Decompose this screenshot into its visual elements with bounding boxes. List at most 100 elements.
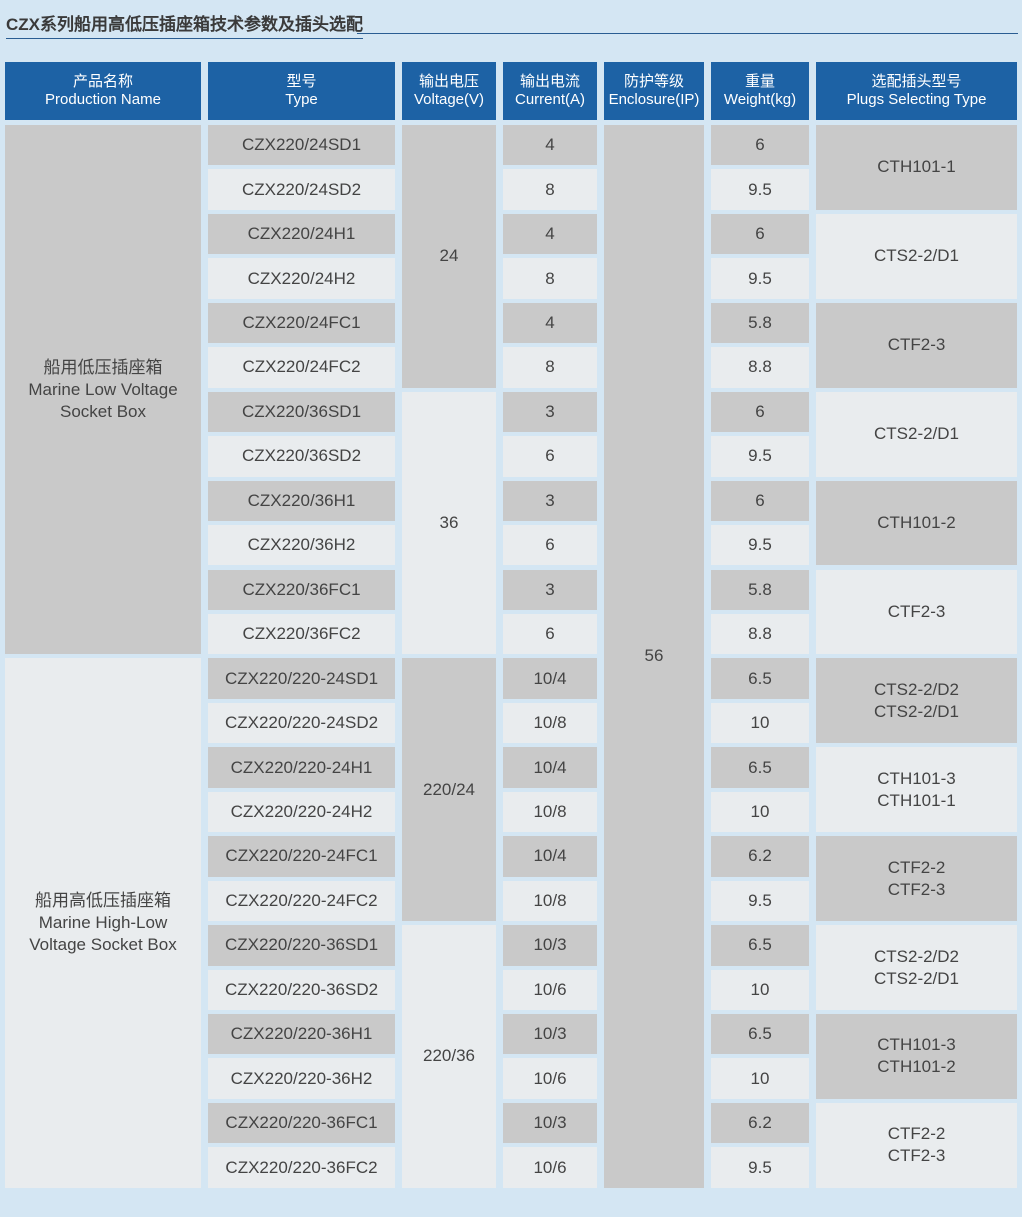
cell-text: 10/8 (533, 713, 567, 733)
current-cell: 10/3 (503, 1014, 597, 1055)
cell-text: CZX220/220-24SD2 (224, 713, 379, 733)
cell-text: 10/6 (533, 979, 567, 999)
current-cell: 10/8 (503, 880, 597, 922)
weight-cell: 6.5 (711, 1014, 809, 1055)
plugs-cell: CTF2-3 (816, 302, 1017, 388)
cell-text: CTF2-2 (887, 1124, 946, 1144)
cell-text: Voltage Socket Box (29, 935, 177, 955)
cell-text: 8 (545, 268, 555, 288)
cell-text: Marine Low Voltage (28, 379, 178, 399)
type-cell: CZX220/24FC2 (208, 347, 395, 388)
cell-text: CTS2-2/D1 (873, 701, 960, 721)
type-cell: CZX220/36FC1 (208, 569, 395, 610)
current-cell: 6 (503, 436, 597, 477)
cell-text: CTH101-1 (877, 790, 956, 810)
cell-text: 6 (755, 401, 765, 421)
cell-text: CZX220/36FC1 (242, 579, 361, 599)
type-cell: CZX220/220-36FC1 (208, 1102, 395, 1144)
cell-text: 6.5 (748, 757, 772, 777)
cell-text: CZX220/220-36FC2 (225, 1157, 378, 1177)
header-type: 型号 Type (208, 62, 395, 120)
title-divider (357, 33, 1018, 34)
cell-text: CTH101-3 (877, 768, 956, 788)
header-zh: 产品名称 (72, 73, 133, 90)
cell-text: 10/3 (533, 1113, 567, 1133)
plugs-cell: CTS2-2/D1 (816, 213, 1017, 299)
cell-text: CZX220/220-36SD2 (224, 979, 379, 999)
cell-text: CZX220/220-24H1 (230, 757, 373, 777)
cell-text: CTF2-3 (887, 335, 946, 355)
cell-text: CZX220/220-24H2 (230, 801, 373, 821)
current-cell: 10/8 (503, 791, 597, 833)
voltage-cell: 36 (402, 391, 496, 655)
weight-cell: 6 (711, 125, 809, 166)
current-cell: 4 (503, 302, 597, 344)
weight-cell: 6.5 (711, 925, 809, 966)
plugs-cell: CTF2-2 CTF2-3 (816, 1102, 1017, 1188)
type-cell: CZX220/220-24H2 (208, 791, 395, 833)
cell-text: CZX220/24FC2 (242, 357, 361, 377)
cell-text: 5.8 (748, 579, 772, 599)
current-cell: 10/3 (503, 1102, 597, 1144)
cell-text: CZX220/220-24FC1 (225, 846, 378, 866)
cell-text: 10 (750, 801, 770, 821)
type-cell: CZX220/24SD2 (208, 169, 395, 210)
weight-cell: 6 (711, 480, 809, 522)
cell-text: 5.8 (748, 313, 772, 333)
header-en: Type (285, 91, 318, 108)
header-en: Current(A) (514, 91, 585, 108)
cell-text: 船用高低压插座箱 (35, 891, 171, 911)
cell-text: 10/4 (533, 668, 567, 688)
header-current: 输出电流 Current(A) (503, 62, 597, 120)
cell-text: CTH101-2 (877, 1057, 956, 1077)
cell-text: CTH101-3 (877, 1035, 956, 1055)
header-zh: 型号 (286, 73, 317, 90)
cell-text: 9.5 (748, 179, 772, 199)
cell-text: 8.8 (748, 624, 772, 644)
cell-text: 10/6 (533, 1068, 567, 1088)
weight-cell: 6 (711, 213, 809, 255)
cell-text: 6 (545, 535, 555, 555)
plugs-cell: CTF2-2 CTF2-3 (816, 836, 1017, 922)
cell-text: CZX220/24FC1 (242, 313, 361, 333)
cell-text: 9.5 (748, 268, 772, 288)
current-cell: 10/6 (503, 1058, 597, 1099)
current-cell: 10/4 (503, 747, 597, 788)
weight-cell: 10 (711, 969, 809, 1010)
weight-cell: 9.5 (711, 1147, 809, 1188)
cell-text: CTF2-3 (887, 601, 946, 621)
plugs-cell: CTH101-3 CTH101-2 (816, 1014, 1017, 1099)
cell-text: CZX220/220-36H2 (230, 1068, 373, 1088)
cell-text: CTF2-3 (887, 879, 946, 899)
header-plugs: 选配插头型号 Plugs Selecting Type (816, 62, 1017, 120)
cell-text: 10/4 (533, 846, 567, 866)
cell-text: 10/3 (533, 935, 567, 955)
cell-text: 3 (545, 490, 555, 510)
weight-cell: 10 (711, 702, 809, 744)
plugs-cell: CTH101-2 (816, 480, 1017, 566)
type-cell: CZX220/24H2 (208, 258, 395, 299)
type-cell: CZX220/220-36SD2 (208, 969, 395, 1010)
voltage-cell: 220/36 (402, 925, 496, 1188)
header-enclosure: 防护等级 Enclosure(IP) (604, 62, 704, 120)
type-cell: CZX220/220-36FC2 (208, 1147, 395, 1188)
type-cell: CZX220/36SD1 (208, 391, 395, 433)
cell-text: 10/4 (533, 757, 567, 777)
weight-cell: 10 (711, 791, 809, 833)
cell-text: 8 (545, 179, 555, 199)
cell-text: CTF2-3 (887, 1146, 946, 1166)
current-cell: 8 (503, 169, 597, 210)
voltage-cell: 220/24 (402, 658, 496, 922)
product-name-cell: 船用高低压插座箱 Marine High-Low Voltage Socket Bo… (5, 658, 201, 1188)
current-cell: 10/6 (503, 1147, 597, 1188)
weight-cell: 9.5 (711, 525, 809, 566)
cell-text: 6.5 (748, 668, 772, 688)
cell-text: CZX220/36SD1 (241, 401, 362, 421)
weight-cell: 8.8 (711, 347, 809, 388)
header-zh: 选配插头型号 (871, 73, 962, 90)
cell-text: 8 (545, 357, 555, 377)
plugs-cell: CTH101-3 CTH101-1 (816, 747, 1017, 833)
cell-text: CTS2-2/D1 (873, 424, 960, 444)
cell-text: 6 (545, 624, 555, 644)
plugs-cell: CTS2-2/D2 CTS2-2/D1 (816, 658, 1017, 744)
